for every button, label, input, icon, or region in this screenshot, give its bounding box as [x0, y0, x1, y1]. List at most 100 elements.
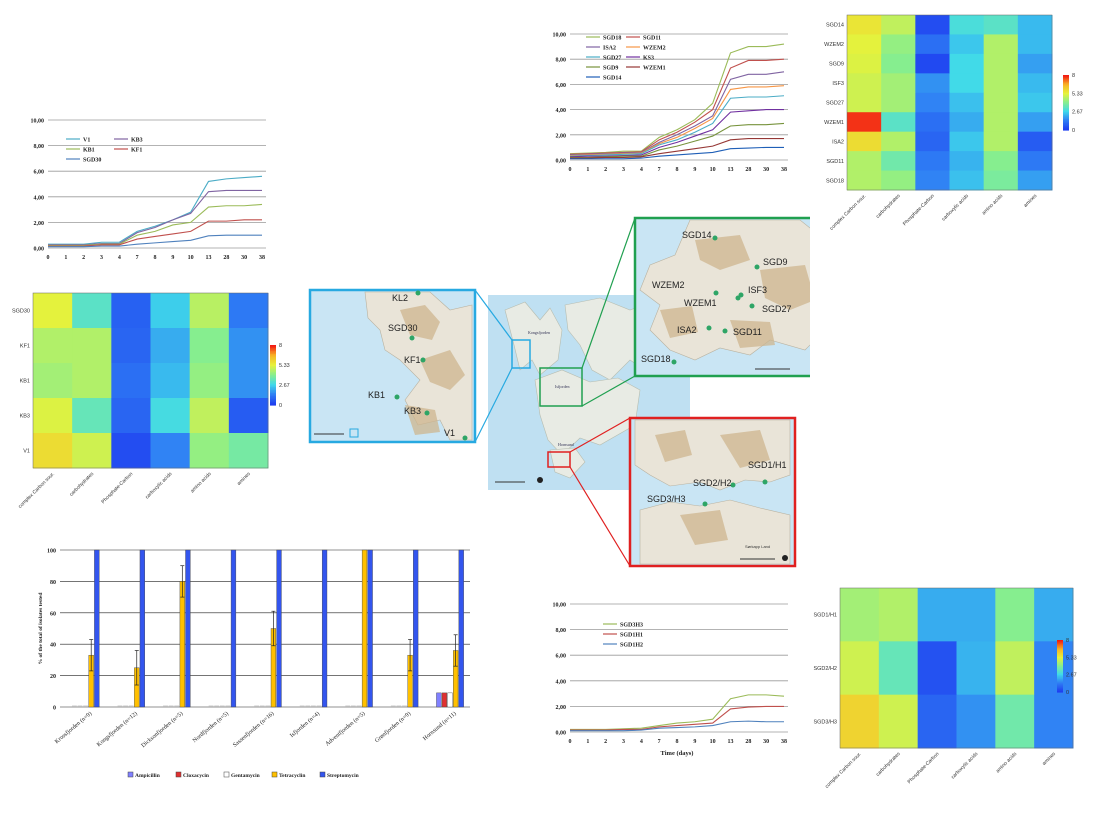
- colorbar-segment-12: [270, 363, 276, 366]
- colorbar-tick-2: 2.67: [279, 383, 290, 389]
- heat-cell-sgd11-5: [1017, 151, 1053, 172]
- bar-category-label-0: Krossfjorden (n=9): [53, 710, 93, 745]
- series-line-sgd27: [569, 95, 785, 157]
- heat-cell-sgd14-3: [949, 15, 985, 35]
- y-tick-label-3: 6,00: [556, 654, 567, 660]
- x-tick-label-9: 9: [171, 255, 174, 261]
- heat-cell-v1-1: [72, 433, 112, 469]
- heat-row-label-sgd30: SGD30: [12, 309, 30, 315]
- series-line-sgd11: [569, 58, 785, 155]
- x-tick-label-3: 3: [622, 167, 625, 173]
- colorbar-segment-29: [1057, 677, 1063, 680]
- blue-panel-mountain-a: [400, 305, 440, 340]
- heat-cell-sgd27-0: [847, 92, 882, 113]
- colorbar-tick-1: 5.33: [1066, 655, 1077, 661]
- heat-cell-sgd27-2: [915, 92, 950, 113]
- y-tick-label-3: 6,00: [556, 83, 567, 89]
- site-marker-sgd2h2: [730, 482, 736, 488]
- heat-cell-kb1-5: [228, 363, 269, 399]
- red-panel-mountain-b: [720, 430, 770, 468]
- heat-cell-sgd18-4: [983, 170, 1019, 191]
- heat-cell-isa2-0: [847, 131, 882, 152]
- heat-col-label-1: carbohydrates: [69, 471, 96, 498]
- map-panel-red: SGD1/H1 SGD2/H2 SGD3/H3 Sørkapp Land: [628, 416, 797, 568]
- colorbar-segment-29: [1063, 114, 1069, 117]
- colorbar-segment-14: [1063, 94, 1069, 97]
- legend-label-kf1: KF1: [131, 148, 142, 154]
- heat-row-label-v1: V1: [23, 449, 30, 455]
- colorbar-tick-2: 2.67: [1066, 673, 1077, 679]
- x-tick-label-38: 38: [781, 739, 787, 745]
- heat-cell-sgd3-h3-2: [917, 694, 957, 749]
- colorbar-segment-3: [270, 349, 276, 352]
- bar-streptomycin-6: [367, 549, 373, 708]
- site-marker-sgd9: [754, 264, 760, 270]
- colorbar-segment-23: [1057, 669, 1063, 672]
- site-marker-kf1: [420, 357, 426, 363]
- x-tick-label-2: 2: [604, 167, 607, 173]
- heat-row-label-sgd18: SGD18: [826, 178, 844, 184]
- site-label-sgd3h3: SGD3/H3: [647, 494, 686, 504]
- x-tick-label-30: 30: [763, 739, 769, 745]
- y-tick-label-2: 4,00: [34, 195, 45, 201]
- heat-cell-isf3-2: [915, 73, 950, 94]
- bar-gentamycin-8: [447, 692, 453, 708]
- colorbar-segment-30: [270, 390, 276, 393]
- colorbar-segment-34: [270, 396, 276, 399]
- colorbar-segment-36: [1057, 686, 1063, 689]
- colorbar-segment-2: [270, 348, 276, 351]
- heat-cell-isf3-1: [881, 73, 916, 94]
- colorbar-segment-19: [1057, 664, 1063, 667]
- site-label-sgd9: SGD9: [763, 257, 788, 267]
- colorbar-segment-15: [1057, 659, 1063, 662]
- colorbar-tick-2: 2.67: [1072, 110, 1083, 116]
- heat-row-label-kb3: KB3: [20, 414, 30, 420]
- bar-streptomycin-1: [139, 549, 145, 708]
- bar-streptomycin-3: [230, 549, 237, 708]
- svalbard-map: Kongsfjorden Isfjorden Hornsund KL2 SGD3…: [300, 210, 830, 580]
- heat-cell-wzem2-3: [949, 34, 985, 55]
- colorbar-segment-39: [1063, 128, 1069, 131]
- x-axis-label: Time (days): [661, 750, 694, 757]
- connector-green-top: [581, 217, 636, 369]
- heat-cell-kb3-1: [72, 398, 112, 434]
- bar-streptomycin-2: [185, 549, 191, 708]
- series-line-sgd30: [48, 234, 262, 248]
- x-tick-label-4: 4: [640, 167, 643, 173]
- bar-streptomycin-8: [458, 549, 464, 708]
- heat-cell-sgd3-h3-5: [1034, 694, 1074, 749]
- colorbar-segment-25: [270, 382, 276, 385]
- blue-panel-mountain-b: [420, 350, 465, 390]
- blue-panel-mountain-c: [405, 405, 440, 435]
- overview-land-south: [549, 447, 586, 479]
- heat-cell-sgd2-h2-3: [956, 641, 996, 696]
- heat-cell-wzem2-2: [915, 34, 950, 55]
- x-tick-label-10: 10: [710, 167, 716, 173]
- heat-cell-sgd30-2: [111, 293, 151, 329]
- colorbar-segment-13: [1063, 92, 1069, 95]
- overview-box-red: [547, 451, 571, 468]
- series-line-isa2: [569, 71, 785, 156]
- heat-col-label-0: complex Carbon sour.: [17, 471, 56, 510]
- colorbar-segment-27: [1057, 675, 1063, 677]
- connector-blue-bottom: [474, 367, 513, 443]
- overview-label-kongsfjorden: Kongsfjorden: [528, 330, 550, 335]
- colorbar-segment-9: [1063, 87, 1069, 90]
- bar-legend-swatch-streptomycin: [319, 771, 326, 778]
- heat-cell-sgd2-h2-4: [995, 641, 1035, 696]
- bar-category-label-6: Adventfjorden (n=5): [324, 710, 367, 747]
- heat-cell-sgd1-h1-3: [956, 588, 996, 642]
- colorbar-segment-4: [1063, 80, 1069, 83]
- bar-legend-label-streptomycin: Streptomycin: [327, 773, 359, 779]
- heat-cell-sgd27-5: [1017, 92, 1053, 113]
- bar-tetracyclin-5: [316, 705, 322, 707]
- heat-row-label-sgd2-h2: SGD2/H2: [813, 666, 837, 672]
- bar-cloxacycin-1: [123, 705, 128, 707]
- site-label-kl2: KL2: [392, 293, 408, 303]
- bar-cloxacycin-6: [350, 705, 356, 707]
- x-tick-label-3: 3: [100, 255, 103, 261]
- colorbar-tick-0: 8: [1072, 73, 1075, 79]
- x-tick-label-1: 1: [64, 255, 67, 261]
- heat-cell-kf1-1: [72, 328, 112, 364]
- bar-ampicillin-6: [345, 705, 351, 707]
